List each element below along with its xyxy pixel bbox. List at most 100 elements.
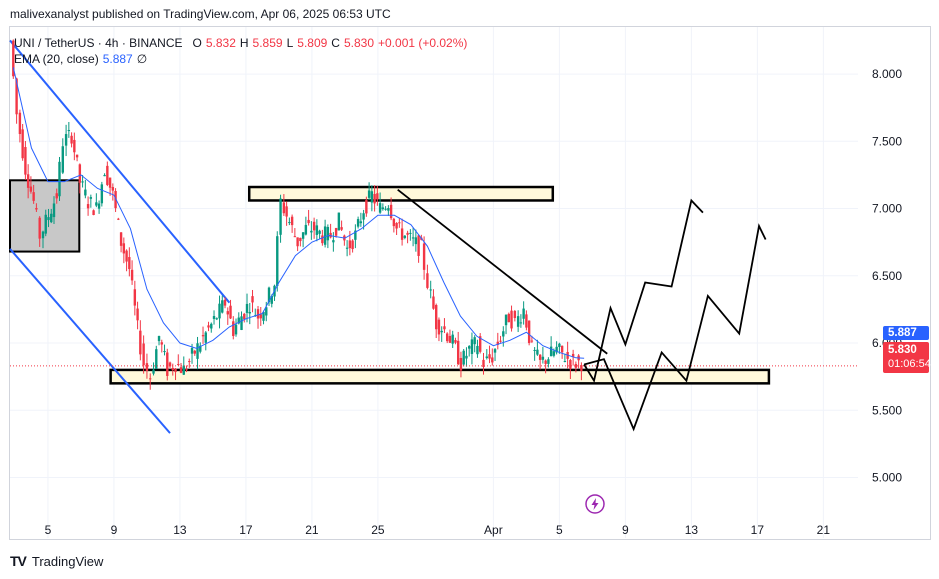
- candle-body: [221, 300, 224, 313]
- candle-body: [574, 363, 578, 368]
- candle-body: [304, 224, 308, 235]
- low-value: 5.809: [297, 36, 328, 50]
- candle-body: [462, 350, 465, 365]
- y-tick-label: 7.000: [872, 202, 902, 216]
- candle-body: [256, 309, 260, 319]
- x-tick-label: 17: [751, 523, 765, 537]
- candle-body: [370, 191, 374, 203]
- candle-body: [533, 349, 536, 351]
- candle-body: [488, 354, 491, 359]
- candle-body: [403, 235, 407, 238]
- low-label: L: [286, 36, 294, 50]
- candle-body: [160, 342, 163, 345]
- candle-body: [451, 334, 454, 344]
- y-tick-label: 5.500: [872, 403, 902, 417]
- candle-body: [188, 361, 191, 363]
- candle-body: [502, 331, 505, 337]
- symbol-label: UNI / TetherUS · 4h · BINANCE: [14, 36, 183, 50]
- candle-body: [569, 360, 572, 370]
- brand-text[interactable]: TradingView: [31, 553, 104, 569]
- candle-body: [44, 214, 47, 234]
- resistance-zone: [247, 185, 555, 202]
- candle-body: [525, 314, 528, 328]
- candle-body: [301, 232, 305, 239]
- candle-body: [215, 318, 218, 320]
- x-tick-label: 21: [817, 523, 831, 537]
- candle-body: [259, 314, 262, 319]
- candle-body: [414, 237, 418, 245]
- candle-body: [270, 295, 273, 304]
- candle-body: [81, 181, 84, 183]
- candle-body: [437, 319, 441, 335]
- candle-body: [499, 340, 502, 342]
- candle-body: [201, 335, 205, 337]
- candle-body: [152, 369, 155, 374]
- candle-body: [223, 299, 227, 306]
- candle-body: [434, 305, 438, 330]
- candle-body: [389, 204, 393, 219]
- x-tick-label: 5: [45, 523, 52, 537]
- candle-body: [510, 310, 513, 329]
- candle-body: [312, 221, 316, 231]
- candle-body: [558, 343, 561, 348]
- candle-body: [417, 235, 420, 256]
- candle-body: [552, 351, 556, 356]
- lightning-icon[interactable]: [584, 493, 606, 515]
- close-value: 5.830: [343, 36, 374, 50]
- candle-body: [61, 146, 64, 173]
- candle-body: [354, 230, 357, 240]
- candle-body: [29, 186, 33, 192]
- candle-body: [155, 349, 158, 369]
- candle-body: [133, 289, 137, 306]
- candle-body: [373, 193, 376, 204]
- candle-body: [18, 112, 22, 135]
- open-label: O: [192, 36, 202, 50]
- candle-body: [95, 202, 98, 206]
- candle-body: [332, 240, 335, 243]
- axes: 8.0007.5007.0006.5006.0005.5005.00059131…: [45, 67, 903, 537]
- candle-body: [122, 243, 126, 254]
- candles: [12, 39, 583, 390]
- candle-body: [52, 203, 56, 218]
- candle-body: [555, 346, 558, 353]
- drawings: [9, 39, 771, 434]
- candle-body: [409, 232, 412, 234]
- candle-body: [345, 247, 349, 249]
- channel-upper-line: [9, 39, 231, 304]
- candle-body: [478, 336, 482, 352]
- tradingview-logo-icon[interactable]: TV: [10, 553, 27, 569]
- x-tick-label: 25: [371, 523, 385, 537]
- ema-line: [12, 67, 585, 359]
- candle-body: [384, 208, 387, 210]
- candle-body: [41, 231, 45, 239]
- candle-body: [321, 235, 324, 244]
- candle-body: [182, 365, 185, 375]
- candle-body: [92, 210, 95, 216]
- candle-body: [166, 352, 169, 376]
- candle-body: [516, 316, 520, 327]
- candle-body: [387, 208, 390, 211]
- candle-body: [299, 237, 302, 242]
- candle-body: [470, 339, 474, 354]
- candle-body: [459, 357, 463, 371]
- high-value: 5.859: [252, 36, 283, 50]
- candle-body: [348, 240, 352, 249]
- candle-body: [32, 192, 35, 201]
- y-tick-label: 6.500: [872, 269, 902, 283]
- ema-extra: ∅: [136, 52, 148, 66]
- candle-body: [12, 40, 15, 77]
- projection-path-b: [583, 223, 767, 432]
- candle-body: [541, 356, 545, 360]
- ema-label: EMA (20, close): [14, 52, 99, 66]
- candle-body: [376, 193, 379, 200]
- candle-body: [139, 330, 142, 355]
- candle-body: [86, 204, 90, 209]
- candle-body: [276, 236, 279, 287]
- candle-body: [38, 217, 41, 239]
- candle-body: [204, 332, 207, 343]
- candle-body: [337, 212, 341, 231]
- candle-body: [467, 346, 471, 349]
- candle-body: [145, 363, 149, 371]
- candle-body: [243, 313, 246, 320]
